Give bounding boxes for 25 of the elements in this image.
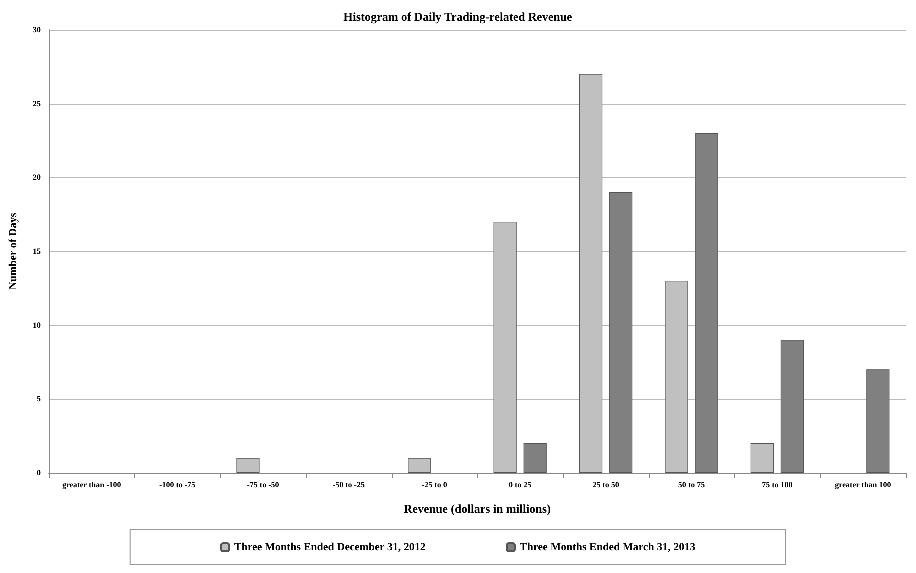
y-tick-label: 0 — [37, 468, 41, 478]
x-tick-label: -75 to -50 — [247, 480, 280, 490]
x-axis-title: Revenue (dollars in millions) — [404, 502, 552, 516]
bar — [408, 458, 432, 473]
y-axis-title: Number of Days — [8, 212, 20, 290]
y-tick-label: 10 — [33, 320, 41, 330]
x-tick-label: -25 to 0 — [422, 480, 448, 490]
y-tick-label: 20 — [33, 173, 41, 182]
chart-title: Histogram of Daily Trading-related Revenue — [344, 10, 573, 24]
y-tick-label: 5 — [37, 394, 41, 404]
y-tick-label: 30 — [33, 26, 41, 34]
y-tick-label: 25 — [33, 99, 41, 108]
x-tick-label: 0 to 25 — [509, 480, 532, 490]
bar — [750, 443, 774, 473]
x-tick-label: -50 to -25 — [332, 480, 365, 490]
y-tick-label: 15 — [33, 247, 41, 256]
x-tick-label: -100 to -75 — [160, 480, 196, 490]
x-tick-label: 75 to 100 — [762, 480, 793, 490]
x-tick-label: greater than 100 — [835, 480, 892, 490]
x-tick-label: 50 to 75 — [678, 480, 706, 490]
legend-label: Three Months Ended March 31, 2013 — [520, 542, 696, 554]
bar — [236, 458, 260, 473]
legend-label: Three Months Ended December 31, 2012 — [234, 542, 426, 554]
x-tick-label: 25 to 50 — [592, 480, 620, 490]
x-tick-label: greater than -100 — [62, 480, 122, 490]
